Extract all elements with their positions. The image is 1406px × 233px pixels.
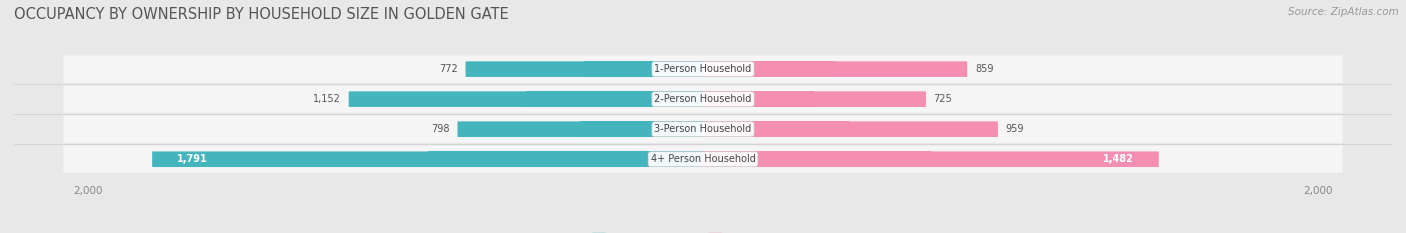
Text: 1,791: 1,791: [177, 154, 208, 164]
FancyBboxPatch shape: [63, 116, 1343, 143]
Text: 1,152: 1,152: [314, 94, 342, 104]
Text: 4+ Person Household: 4+ Person Household: [651, 154, 755, 164]
Bar: [427, 151, 703, 167]
Text: 725: 725: [934, 94, 952, 104]
Text: 959: 959: [1005, 124, 1024, 134]
FancyBboxPatch shape: [152, 151, 703, 167]
Text: Source: ZipAtlas.com: Source: ZipAtlas.com: [1288, 7, 1399, 17]
Bar: [703, 121, 851, 137]
Text: 1,482: 1,482: [1104, 154, 1135, 164]
FancyBboxPatch shape: [63, 55, 1343, 83]
FancyBboxPatch shape: [63, 146, 1343, 173]
Bar: [526, 91, 703, 107]
Text: 3-Person Household: 3-Person Household: [654, 124, 752, 134]
Bar: [703, 61, 835, 77]
FancyBboxPatch shape: [703, 91, 927, 107]
Text: 2-Person Household: 2-Person Household: [654, 94, 752, 104]
Legend: Owner-occupied, Renter-occupied: Owner-occupied, Renter-occupied: [588, 229, 818, 233]
Text: 1-Person Household: 1-Person Household: [654, 64, 752, 74]
Bar: [581, 121, 703, 137]
FancyBboxPatch shape: [457, 121, 703, 137]
FancyBboxPatch shape: [349, 91, 703, 107]
FancyBboxPatch shape: [703, 121, 998, 137]
FancyBboxPatch shape: [703, 61, 967, 77]
FancyBboxPatch shape: [63, 86, 1343, 113]
Text: OCCUPANCY BY OWNERSHIP BY HOUSEHOLD SIZE IN GOLDEN GATE: OCCUPANCY BY OWNERSHIP BY HOUSEHOLD SIZE…: [14, 7, 509, 22]
Text: 859: 859: [974, 64, 994, 74]
Bar: [703, 91, 814, 107]
FancyBboxPatch shape: [465, 61, 703, 77]
Text: 772: 772: [439, 64, 458, 74]
Bar: [703, 151, 931, 167]
Text: 798: 798: [432, 124, 450, 134]
FancyBboxPatch shape: [703, 151, 1159, 167]
Bar: [585, 61, 703, 77]
